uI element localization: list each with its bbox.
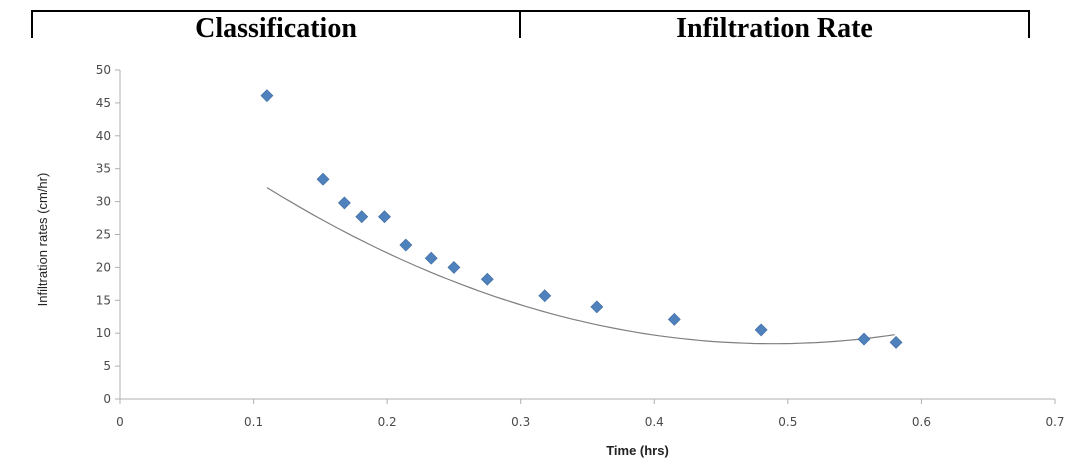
data-point: [889, 335, 903, 349]
y-tick-label: 5: [103, 359, 111, 373]
x-tick-label: 0.5: [778, 415, 797, 429]
chart-axes: 0 5 10 15 20 25 30 35 40 45 50 0 0.1 0.2 0.3 0.4 0.5 0.6 0…: [96, 63, 1065, 429]
y-tick-label: 50: [96, 63, 111, 77]
x-tick-label: 0.3: [511, 415, 530, 429]
data-point: [260, 89, 274, 103]
y-tick-label: 20: [96, 260, 111, 274]
trendline: [266, 187, 895, 345]
table-top-rule: [31, 10, 1030, 12]
y-tick-label: 15: [96, 293, 111, 307]
data-point: [447, 260, 461, 274]
y-tick-label: 10: [96, 326, 111, 340]
data-points: [260, 89, 903, 349]
trendline-group: [266, 187, 895, 345]
y-tick-label: 35: [96, 162, 111, 176]
table-right-border: [1028, 10, 1030, 38]
y-tick-label: 30: [96, 195, 111, 209]
x-tick-label: 0.1: [244, 415, 263, 429]
y-tick-label: 25: [96, 228, 111, 242]
data-point: [337, 196, 351, 210]
data-point: [754, 323, 768, 337]
data-point: [480, 272, 494, 286]
data-point: [355, 210, 369, 224]
y-tick-label: 45: [96, 96, 111, 110]
x-tick-label: 0.6: [912, 415, 931, 429]
x-tick-label: 0.4: [645, 415, 664, 429]
x-axis-title: Time (hrs): [606, 443, 669, 458]
data-point: [590, 300, 604, 314]
x-tick-label: 0: [116, 415, 124, 429]
data-point: [378, 210, 391, 224]
data-point: [316, 172, 330, 186]
y-tick-label: 40: [96, 129, 111, 143]
y-axis-title: Infiltration rates (cm/hr): [35, 173, 50, 307]
data-point: [424, 251, 438, 265]
data-point: [538, 289, 552, 303]
data-point: [399, 238, 413, 252]
data-point: [667, 312, 681, 326]
x-tick-label: 0.7: [1045, 415, 1064, 429]
data-point: [857, 332, 871, 346]
y-tick-label: 0: [103, 392, 111, 406]
table-column-divider: [519, 10, 521, 38]
x-tick-label: 0.2: [378, 415, 397, 429]
table-left-border: [31, 10, 33, 38]
